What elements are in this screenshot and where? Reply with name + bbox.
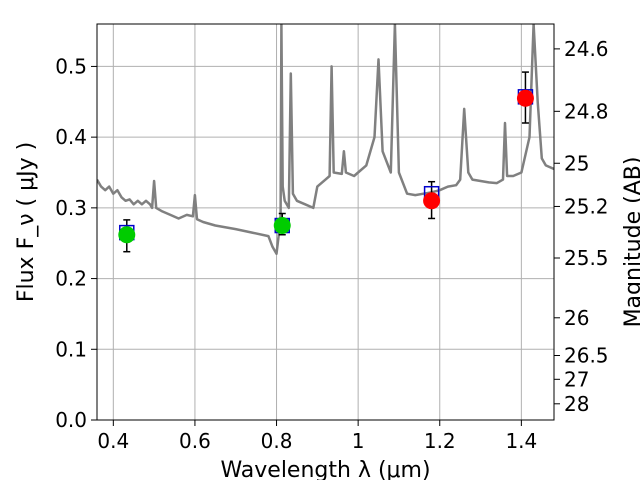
y2-tick-label: 25.2 [564,194,609,218]
grid-lines [97,24,554,421]
x-tick-label: 1 [352,429,365,453]
circle-marker [273,217,291,235]
x-axis-label: Wavelength λ (μm) [220,458,430,480]
circle-marker [516,89,534,107]
y2-tick-label: 26.5 [564,344,609,368]
y-tick-label: 0.4 [55,125,87,149]
plot-frame [96,23,555,421]
x-tick-label: 1.2 [424,429,456,453]
y2-tick-label: 27 [564,367,589,391]
y2-tick-label: 25 [564,151,589,175]
x-tick-label: 0.8 [261,429,293,453]
y2-tick-label: 24.6 [564,37,609,61]
circle-markers-layer [118,89,534,244]
y-tick-label: 0.0 [55,408,87,432]
y2-axis-label: Magnitude (AB) [621,157,640,328]
circle-marker [118,226,136,244]
circle-marker [423,192,441,210]
y2-tick-label: 24.8 [564,99,609,123]
y-ticks: 0.0 0.1 0.2 0.3 0.4 0.5 [55,54,97,432]
y2-tick-label: 26 [564,306,589,330]
y2-tick-label: 28 [564,392,589,416]
y-tick-label: 0.1 [55,337,87,361]
y-tick-label: 0.5 [55,54,87,78]
y-tick-label: 0.3 [55,196,87,220]
x-ticks: 0.4 0.6 0.8 1 1.2 1.4 [97,420,537,453]
x-tick-label: 0.6 [179,429,211,453]
sed-model-line [97,24,554,256]
y2-tick-label: 25.5 [564,246,609,270]
x-tick-label: 0.4 [97,429,129,453]
y-axis-label: Flux F_ν ( μJy ) [14,142,39,302]
y-tick-label: 0.2 [55,267,87,291]
sed-model-layer [97,24,554,256]
x-tick-label: 1.4 [505,429,537,453]
